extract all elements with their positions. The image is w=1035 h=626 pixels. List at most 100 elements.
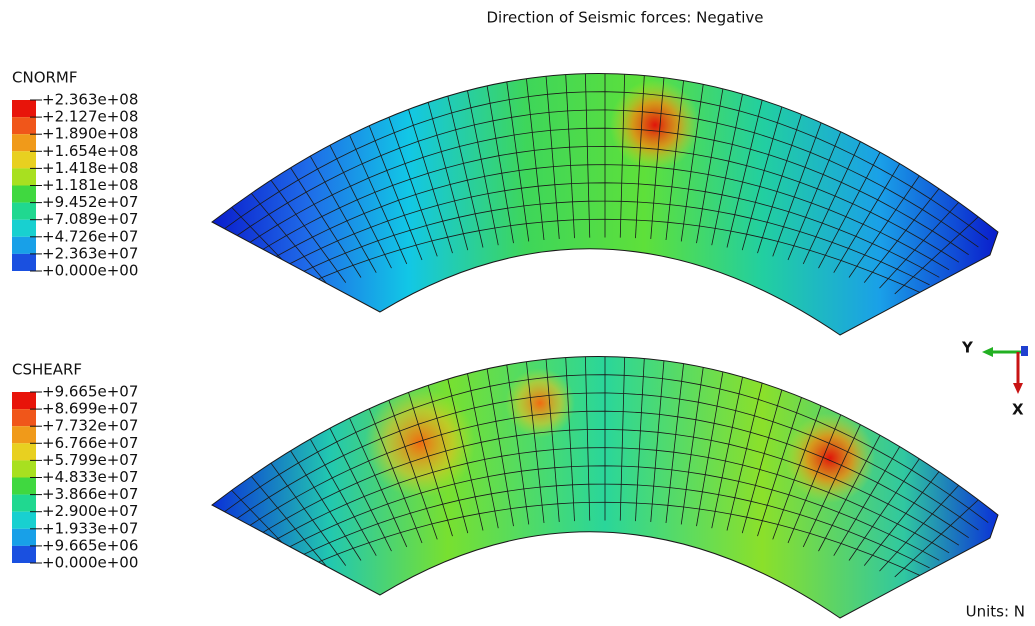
mesh-line (863, 471, 940, 566)
legend-label: +9.665e+07 (42, 383, 138, 401)
triad: Y X (961, 339, 1028, 419)
legend-label: +1.181e+08 (42, 176, 138, 194)
mesh-line (894, 216, 979, 295)
legend-swatch (12, 185, 36, 203)
mesh-line (635, 358, 645, 522)
mesh-line (526, 361, 545, 524)
legend-swatch (12, 134, 36, 152)
mesh-line (665, 363, 684, 524)
legend-swatch (12, 545, 36, 563)
legend-label: +6.766e+07 (42, 434, 138, 452)
mesh-line (368, 408, 423, 544)
mesh-line (270, 179, 347, 283)
mesh-line (309, 155, 377, 273)
legend-label: +2.363e+08 (42, 91, 138, 109)
mesh-line (665, 80, 684, 241)
legend-label: +4.833e+07 (42, 468, 138, 486)
mesh-line (221, 374, 989, 523)
mesh-line (680, 367, 704, 525)
mesh-line (241, 127, 969, 256)
mesh-line (848, 175, 920, 278)
mesh-line (726, 382, 763, 531)
legend-label: +2.127e+08 (42, 108, 138, 126)
legend-label: +9.665e+06 (42, 536, 138, 554)
mesh-line (696, 88, 724, 244)
units: Units: N (966, 603, 1025, 621)
mesh-line (260, 164, 950, 271)
mesh-line (584, 73, 591, 238)
mesh-line (879, 202, 959, 289)
triad-y-label: Y (961, 339, 974, 357)
legends: CNORMF +2.363e+08+2.127e+08+1.890e+08+1.6… (12, 69, 138, 572)
mesh-line (879, 485, 959, 572)
mesh-line (221, 91, 989, 240)
mesh-line (741, 389, 783, 534)
contour-plots (211, 72, 999, 619)
title: Direction of Seismic forces: Negative (486, 9, 763, 27)
mesh (221, 356, 989, 578)
mesh-line (290, 167, 362, 278)
mesh-line (231, 392, 979, 531)
mesh-line (545, 359, 560, 522)
legend-swatch (12, 460, 36, 478)
mesh-line (545, 76, 560, 239)
mesh-line (863, 188, 940, 283)
mesh-line (250, 193, 331, 289)
mesh-line (467, 373, 499, 529)
mesh-line (680, 84, 704, 242)
mesh-line (447, 378, 484, 531)
x-arrow-head (1013, 383, 1023, 394)
legend-swatch (12, 477, 36, 495)
mesh-line (250, 476, 331, 572)
mesh-line (280, 483, 930, 569)
mesh-line (757, 114, 802, 254)
legend-swatch (12, 168, 36, 186)
mesh-line (270, 182, 940, 278)
mesh-line (787, 414, 842, 544)
legend-label: +5.799e+07 (42, 451, 138, 469)
mesh-line (290, 501, 920, 576)
mesh-line (833, 163, 901, 273)
mesh-line (408, 109, 453, 254)
mesh-line (848, 458, 920, 561)
mesh-line (565, 357, 575, 522)
mesh-line (619, 74, 626, 238)
mesh-line (818, 435, 881, 552)
legend-label: +0.000e+00 (42, 554, 138, 572)
legend-swatch (12, 151, 36, 169)
mesh (221, 73, 989, 295)
mesh-line (290, 218, 920, 293)
mesh-line (250, 428, 960, 546)
mesh-line (447, 95, 484, 248)
hot-spot (505, 368, 575, 438)
legend-label: +2.363e+07 (42, 244, 138, 262)
mesh-line (329, 145, 392, 269)
legend-label: +1.654e+08 (42, 142, 138, 160)
mesh-line (349, 134, 408, 265)
legend-label: +9.452e+07 (42, 193, 138, 211)
legend-swatch (12, 202, 36, 220)
legend-label: +7.732e+07 (42, 417, 138, 435)
mesh-line (388, 117, 438, 257)
legend-swatch (12, 511, 36, 529)
mesh-line (506, 81, 530, 242)
mesh-line (349, 417, 408, 548)
mesh-line (309, 438, 377, 556)
legend-label: +2.900e+07 (42, 502, 138, 520)
legend-label: +3.866e+07 (42, 485, 138, 503)
mesh-line (741, 106, 783, 251)
mesh-line (241, 410, 969, 539)
mesh-line (565, 74, 575, 239)
mesh-line (290, 450, 362, 561)
contour-plot (211, 72, 999, 336)
legend-swatch (12, 100, 36, 118)
legend-swatch (12, 528, 36, 546)
legend-swatch (12, 219, 36, 237)
mesh-line (584, 356, 591, 521)
mesh-line (467, 90, 499, 246)
mesh-line (270, 465, 940, 561)
mesh-line (787, 131, 842, 261)
triad-x-label: X (1012, 401, 1024, 419)
legend-swatch (12, 443, 36, 461)
mesh-line (329, 428, 392, 552)
